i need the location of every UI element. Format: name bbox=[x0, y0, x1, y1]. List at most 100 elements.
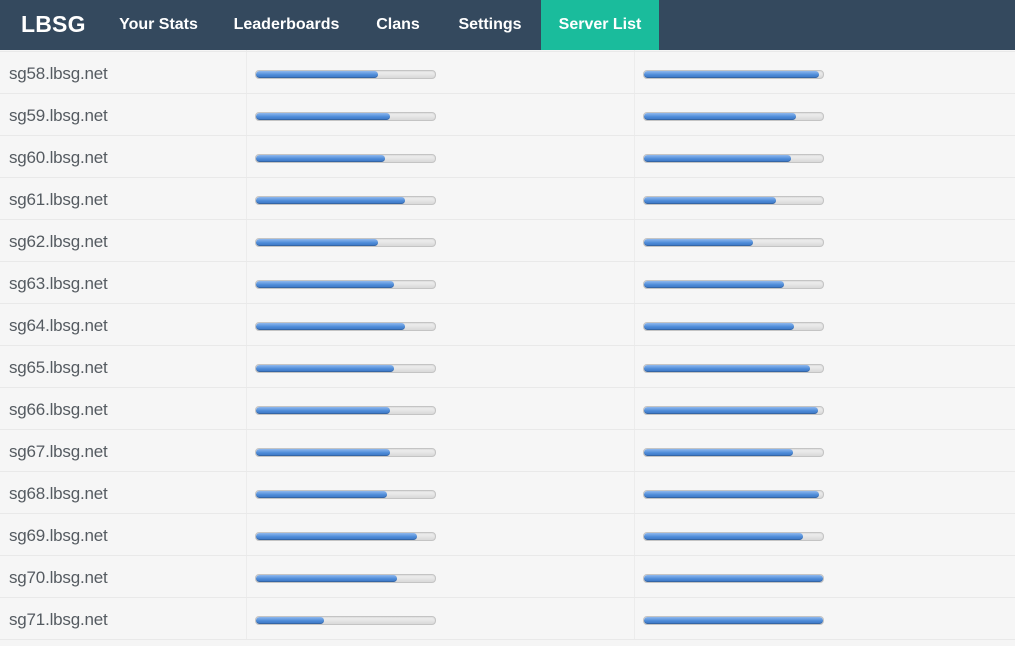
server-load-progress-bar bbox=[643, 616, 824, 625]
server-row: sg69.lbsg.net bbox=[0, 514, 1015, 556]
server-name: sg62.lbsg.net bbox=[9, 232, 108, 251]
server-load-progress-bar bbox=[643, 280, 824, 289]
player-load-progress-bar bbox=[255, 364, 436, 373]
server-name-cell: sg62.lbsg.net bbox=[0, 220, 247, 261]
server-load-cell bbox=[635, 472, 1015, 513]
server-load-cell bbox=[635, 178, 1015, 219]
progress-fill bbox=[256, 575, 398, 582]
progress-fill bbox=[644, 449, 793, 456]
server-name: sg69.lbsg.net bbox=[9, 526, 108, 545]
player-load-cell bbox=[247, 346, 635, 387]
server-name-cell: sg65.lbsg.net bbox=[0, 346, 247, 387]
nav-leaderboards[interactable]: Leaderboards bbox=[233, 16, 340, 33]
server-name: sg64.lbsg.net bbox=[9, 316, 108, 335]
progress-fill bbox=[256, 491, 387, 498]
progress-fill bbox=[644, 617, 823, 624]
progress-fill bbox=[644, 365, 811, 372]
player-load-progress-bar bbox=[255, 448, 436, 457]
server-row: sg62.lbsg.net bbox=[0, 220, 1015, 262]
progress-fill bbox=[644, 71, 820, 78]
navbar: LBSG Your Stats Leaderboards Clans Setti… bbox=[0, 0, 1015, 50]
nav-settings[interactable]: Settings bbox=[458, 16, 522, 33]
server-row: sg65.lbsg.net bbox=[0, 346, 1015, 388]
brand-logo[interactable]: LBSG bbox=[21, 11, 86, 37]
server-row: sg61.lbsg.net bbox=[0, 178, 1015, 220]
progress-fill bbox=[256, 407, 391, 414]
server-name-cell: sg71.lbsg.net bbox=[0, 598, 247, 639]
player-load-cell bbox=[247, 220, 635, 261]
nav-clans[interactable]: Clans bbox=[376, 16, 420, 33]
player-load-progress-bar bbox=[255, 280, 436, 289]
progress-fill bbox=[644, 281, 784, 288]
player-load-cell bbox=[247, 598, 635, 639]
server-list: sg57.lbsg.netsg58.lbsg.netsg59.lbsg.nets… bbox=[0, 10, 1015, 640]
player-load-progress-bar bbox=[255, 196, 436, 205]
server-name-cell: sg68.lbsg.net bbox=[0, 472, 247, 513]
player-load-progress-bar bbox=[255, 406, 436, 415]
player-load-cell bbox=[247, 136, 635, 177]
server-row: sg59.lbsg.net bbox=[0, 94, 1015, 136]
player-load-progress-bar bbox=[255, 322, 436, 331]
player-load-cell bbox=[247, 178, 635, 219]
server-name-cell: sg64.lbsg.net bbox=[0, 304, 247, 345]
server-name: sg68.lbsg.net bbox=[9, 484, 108, 503]
player-load-cell bbox=[247, 430, 635, 471]
server-load-progress-bar bbox=[643, 322, 824, 331]
server-name: sg71.lbsg.net bbox=[9, 610, 108, 629]
progress-fill bbox=[644, 155, 791, 162]
server-name: sg66.lbsg.net bbox=[9, 400, 108, 419]
player-load-cell bbox=[247, 472, 635, 513]
player-load-progress-bar bbox=[255, 574, 436, 583]
server-load-progress-bar bbox=[643, 238, 824, 247]
server-load-cell bbox=[635, 220, 1015, 261]
server-row: sg58.lbsg.net bbox=[0, 52, 1015, 94]
server-name-cell: sg58.lbsg.net bbox=[0, 52, 247, 93]
server-name: sg61.lbsg.net bbox=[9, 190, 108, 209]
server-row: sg63.lbsg.net bbox=[0, 262, 1015, 304]
player-load-cell bbox=[247, 262, 635, 303]
server-name-cell: sg70.lbsg.net bbox=[0, 556, 247, 597]
server-row: sg60.lbsg.net bbox=[0, 136, 1015, 178]
server-load-cell bbox=[635, 598, 1015, 639]
nav-server-list[interactable]: Server List bbox=[541, 0, 659, 50]
progress-fill bbox=[256, 365, 394, 372]
server-name-cell: sg60.lbsg.net bbox=[0, 136, 247, 177]
server-load-progress-bar bbox=[643, 112, 824, 121]
server-name: sg60.lbsg.net bbox=[9, 148, 108, 167]
server-load-cell bbox=[635, 346, 1015, 387]
server-name-cell: sg69.lbsg.net bbox=[0, 514, 247, 555]
server-load-progress-bar bbox=[643, 574, 824, 583]
progress-fill bbox=[644, 197, 777, 204]
server-row: sg64.lbsg.net bbox=[0, 304, 1015, 346]
server-name: sg59.lbsg.net bbox=[9, 106, 108, 125]
server-name-cell: sg61.lbsg.net bbox=[0, 178, 247, 219]
progress-fill bbox=[256, 533, 418, 540]
server-row: sg68.lbsg.net bbox=[0, 472, 1015, 514]
player-load-progress-bar bbox=[255, 70, 436, 79]
player-load-progress-bar bbox=[255, 238, 436, 247]
progress-fill bbox=[644, 113, 797, 120]
server-name: sg70.lbsg.net bbox=[9, 568, 108, 587]
server-load-progress-bar bbox=[643, 364, 824, 373]
progress-fill bbox=[644, 407, 818, 414]
player-load-progress-bar bbox=[255, 532, 436, 541]
nav-your-stats[interactable]: Your Stats bbox=[119, 16, 198, 33]
server-row: sg71.lbsg.net bbox=[0, 598, 1015, 640]
progress-fill bbox=[644, 239, 754, 246]
server-load-progress-bar bbox=[643, 490, 824, 499]
server-load-progress-bar bbox=[643, 154, 824, 163]
progress-fill bbox=[256, 239, 378, 246]
server-name-cell: sg63.lbsg.net bbox=[0, 262, 247, 303]
server-load-cell bbox=[635, 430, 1015, 471]
progress-fill bbox=[256, 617, 325, 624]
progress-fill bbox=[644, 491, 820, 498]
server-load-progress-bar bbox=[643, 448, 824, 457]
progress-fill bbox=[256, 155, 385, 162]
progress-fill bbox=[644, 323, 795, 330]
server-name: sg58.lbsg.net bbox=[9, 64, 108, 83]
server-load-progress-bar bbox=[643, 532, 824, 541]
server-name-cell: sg59.lbsg.net bbox=[0, 94, 247, 135]
player-load-cell bbox=[247, 388, 635, 429]
server-load-cell bbox=[635, 556, 1015, 597]
